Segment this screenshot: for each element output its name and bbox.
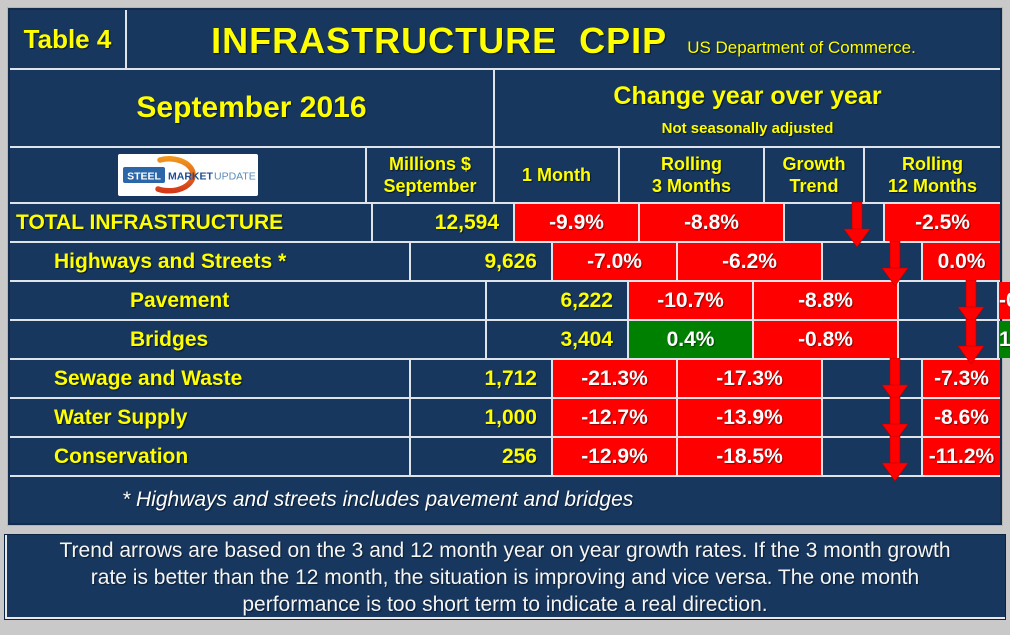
one-month-value: -21.3%: [553, 360, 676, 397]
report-subtitle: US Department of Commerce.: [687, 38, 916, 57]
millions-value: 3,404: [487, 321, 627, 358]
column-header-1-month-label: 1 Month: [522, 165, 591, 185]
change-header-cell: Change year over year Not seasonally adj…: [495, 70, 1000, 146]
column-header-rolling3-line2: 3 Months: [652, 176, 731, 196]
rolling-12-months-value: 0.0%: [923, 243, 1000, 280]
rolling-3-months-value: -8.8%: [640, 204, 783, 241]
change-subtitle: Not seasonally adjusted: [661, 120, 834, 137]
trend-down-arrow-icon: [881, 436, 909, 482]
rolling-3-months-value: -0.8%: [754, 321, 897, 358]
growth-trend-cell: [899, 280, 997, 326]
rolling-12-months-value: -8.6%: [923, 399, 1000, 436]
report-title: INFRASTRUCTURE CPIP: [211, 20, 668, 61]
trend-down-arrow-icon: [881, 241, 909, 287]
table-row: Water Supply 1,000 -12.7% -13.9% -8.6%: [10, 397, 1000, 443]
growth-trend-cell: [823, 397, 921, 443]
row-label: Highways and Streets *: [10, 243, 409, 280]
growth-trend-cell: [823, 241, 921, 287]
one-month-value: -10.7%: [629, 282, 752, 319]
trend-explanation-box: Trend arrows are based on the 3 and 12 m…: [4, 534, 1006, 620]
column-header-rolling12-line1: Rolling: [902, 154, 963, 174]
footnote-text: * Highways and streets includes pavement…: [10, 477, 1000, 523]
rolling-12-months-value: -11.2%: [923, 438, 1000, 475]
table-row: Sewage and Waste 1,712 -21.3% -17.3% -7.…: [10, 358, 1000, 404]
table-row: TOTAL INFRASTRUCTURE 12,594 -9.9% -8.8% …: [10, 202, 1000, 248]
column-header-rolling-12-months: Rolling 12 Months: [865, 148, 1000, 202]
logo-steel-text: STEEL: [127, 171, 161, 183]
footnote-row: * Highways and streets includes pavement…: [10, 477, 1000, 523]
column-header-millions-line2: September: [383, 176, 477, 196]
row-label: Sewage and Waste: [10, 360, 409, 397]
growth-trend-cell: [785, 202, 883, 248]
trend-explanation-line2: rate is better than the 12 month, the si…: [90, 565, 920, 589]
table-row: Pavement 6,222 -10.7% -8.8% -0.8%: [10, 280, 1010, 326]
one-month-value: -12.9%: [553, 438, 676, 475]
millions-value: 1,712: [411, 360, 551, 397]
logo-steel-box: [122, 167, 165, 183]
table-row: Highways and Streets * 9,626 -7.0% -6.2%…: [10, 241, 1000, 287]
row-label: Pavement: [10, 282, 485, 319]
trend-down-arrow-icon: [957, 280, 985, 326]
column-header-growth-trend: Growth Trend: [765, 148, 863, 202]
column-header-growth-line2: Trend: [789, 176, 839, 196]
row-label: Water Supply: [10, 399, 409, 436]
millions-value: 256: [411, 438, 551, 475]
table-row: Conservation 256 -12.9% -18.5% -11.2%: [10, 436, 1000, 482]
growth-trend-cell: [899, 319, 997, 365]
logo-background: [117, 154, 258, 196]
logo-swoosh-icon: [154, 156, 196, 194]
rolling-3-months-value: -6.2%: [678, 243, 821, 280]
period-row: September 2016 Change year over year Not…: [10, 70, 1000, 146]
column-header-millions: Millions $ September: [367, 148, 493, 202]
one-month-value: -9.9%: [515, 204, 638, 241]
column-header-millions-line1: Millions $: [388, 154, 471, 174]
trend-explanation-line1: Trend arrows are based on the 3 and 12 m…: [59, 538, 951, 562]
table-row: Bridges 3,404 0.4% -0.8% 1.4%: [10, 319, 1010, 365]
trend-down-arrow-icon: [843, 202, 871, 248]
logo-update-text: UPDATE: [214, 171, 256, 183]
period-label: September 2016: [10, 70, 493, 146]
rolling-12-months-value: 1.4%: [999, 321, 1010, 358]
rolling-3-months-value: -13.9%: [678, 399, 821, 436]
trend-explanation-line3: performance is too short term to indicat…: [242, 592, 768, 616]
trend-down-arrow-icon: [881, 397, 909, 443]
column-header-rolling3-line1: Rolling: [661, 154, 722, 174]
one-month-value: -7.0%: [553, 243, 676, 280]
growth-trend-cell: [823, 436, 921, 482]
growth-trend-cell: [823, 358, 921, 404]
one-month-value: -12.7%: [553, 399, 676, 436]
rolling-3-months-value: -8.8%: [754, 282, 897, 319]
row-label: TOTAL INFRASTRUCTURE: [10, 204, 371, 241]
one-month-value: 0.4%: [629, 321, 752, 358]
infrastructure-table: Table 4 INFRASTRUCTURE CPIP US Departmen…: [8, 8, 1010, 525]
steel-market-update-logo: STEEL MARKET UPDATE: [117, 154, 258, 196]
row-label: Bridges: [10, 321, 485, 358]
rolling-12-months-value: -2.5%: [885, 204, 1000, 241]
logo-market-text: MARKET: [168, 171, 213, 183]
millions-value: 12,594: [373, 204, 513, 241]
rolling-12-months-value: -0.8%: [999, 282, 1010, 319]
change-title: Change year over year: [613, 82, 882, 110]
logo-cell: STEEL MARKET UPDATE: [10, 148, 365, 202]
trend-down-arrow-icon: [957, 319, 985, 365]
title-cell: INFRASTRUCTURE CPIP US Department of Com…: [127, 10, 1000, 68]
millions-value: 1,000: [411, 399, 551, 436]
rolling-3-months-value: -18.5%: [678, 438, 821, 475]
trend-down-arrow-icon: [881, 358, 909, 404]
column-header-1-month: 1 Month: [495, 148, 618, 202]
rolling-12-months-value: -7.3%: [923, 360, 1000, 397]
row-label: Conservation: [10, 438, 409, 475]
column-header-row: STEEL MARKET UPDATE Millions $ September…: [10, 148, 1000, 202]
millions-value: 9,626: [411, 243, 551, 280]
header-row: Table 4 INFRASTRUCTURE CPIP US Departmen…: [10, 10, 1000, 68]
millions-value: 6,222: [487, 282, 627, 319]
column-header-rolling-3-months: Rolling 3 Months: [620, 148, 763, 202]
column-header-growth-line1: Growth: [782, 154, 846, 174]
table-number-label: Table 4: [10, 10, 125, 68]
rolling-3-months-value: -17.3%: [678, 360, 821, 397]
column-header-rolling12-line2: 12 Months: [887, 176, 977, 196]
